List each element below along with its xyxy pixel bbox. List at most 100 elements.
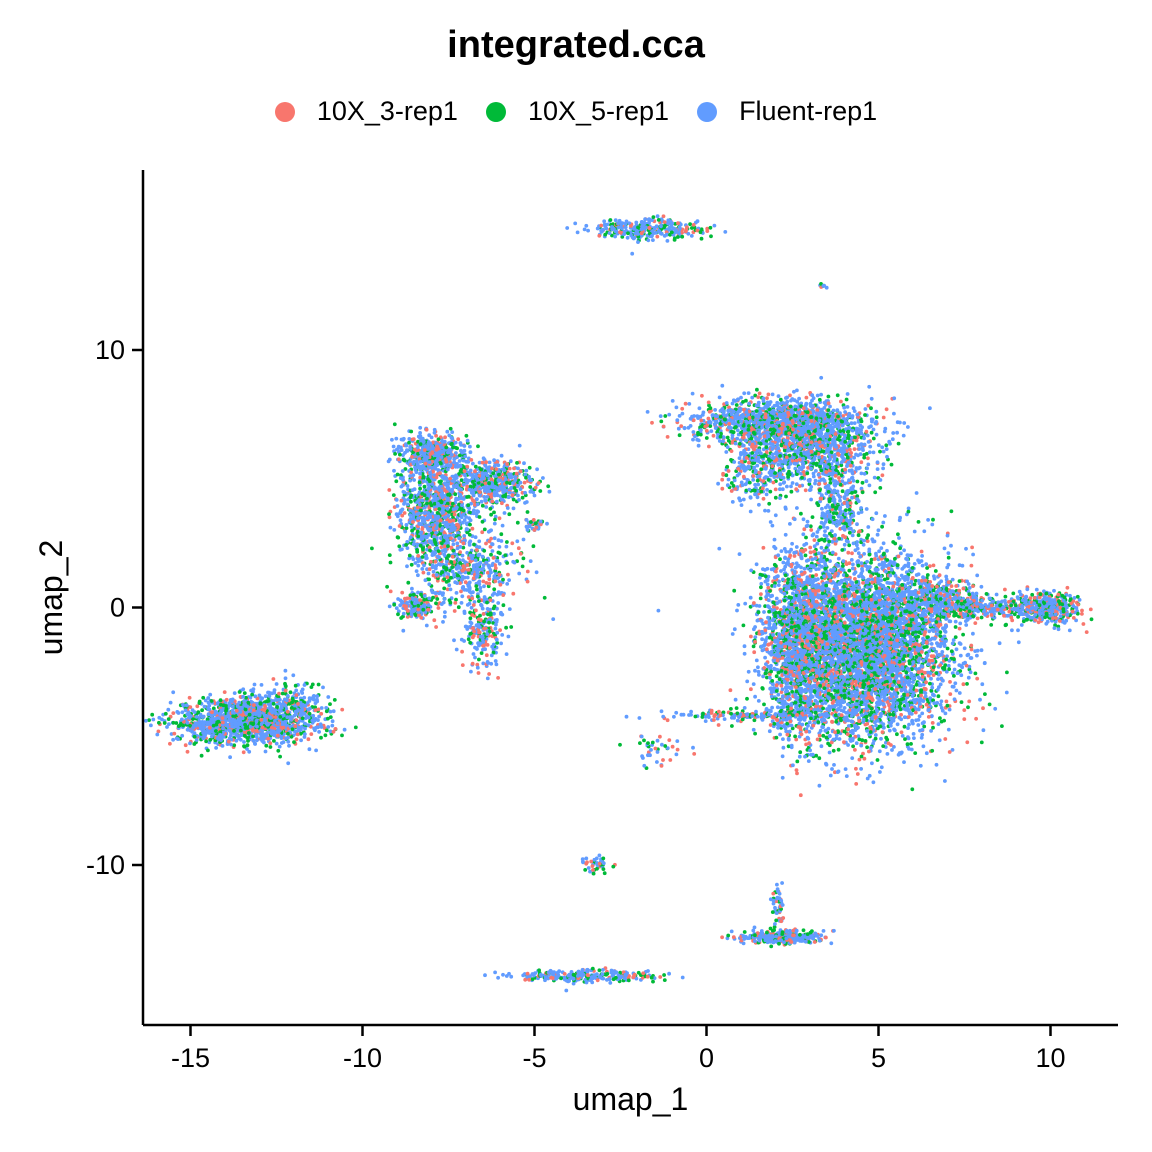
scatter-point (206, 712, 211, 717)
scatter-point (418, 442, 423, 446)
scatter-point (302, 735, 307, 739)
scatter-point (647, 217, 652, 222)
scatter-point (518, 469, 523, 474)
scatter-point (226, 739, 231, 744)
scatter-point (507, 490, 512, 495)
scatter-point (447, 583, 452, 588)
scatter-point (471, 590, 475, 595)
scatter-point (449, 453, 454, 457)
scatter-point (392, 422, 397, 427)
scatter-point (216, 716, 220, 720)
scatter-point (462, 444, 467, 448)
scatter-point (444, 445, 449, 450)
scatter-point (439, 500, 444, 505)
scatter-point (510, 541, 515, 546)
scatter-point (469, 669, 473, 674)
scatter-point (509, 552, 514, 556)
scatter-point (449, 560, 454, 564)
scatter-point (289, 706, 294, 710)
scatter-point (324, 706, 329, 710)
scatter-point (311, 694, 316, 699)
scatter-point (246, 739, 250, 743)
scatter-point (482, 527, 487, 532)
scatter-point (501, 494, 506, 498)
scatter-point (478, 589, 483, 593)
scatter-point (616, 221, 621, 226)
scatter-point (433, 566, 438, 571)
scatter-point (442, 597, 447, 601)
scatter-point (441, 440, 445, 444)
scatter-point (409, 429, 414, 434)
scatter-point (251, 728, 255, 733)
scatter-point (473, 655, 477, 660)
scatter-point (409, 612, 414, 617)
scatter-point (387, 488, 392, 492)
scatter-point (303, 726, 307, 731)
scatter-point (239, 728, 243, 733)
scatter-point (465, 464, 470, 469)
scatter-point (461, 508, 466, 513)
scatter-point (481, 485, 486, 490)
scatter-point (490, 499, 495, 504)
scatter-point (445, 429, 450, 434)
scatter-point (446, 492, 450, 497)
scatter-point (243, 726, 248, 730)
scatter-point (222, 690, 227, 694)
scatter-point (449, 575, 453, 580)
scatter-point (634, 220, 639, 225)
scatter-point (241, 750, 246, 755)
scatter-point (392, 528, 397, 532)
scatter-point (210, 710, 214, 715)
scatter-point (433, 591, 438, 595)
scatter-point (199, 726, 203, 731)
scatter-point (442, 586, 447, 591)
scatter-point (480, 460, 485, 465)
scatter-point (493, 626, 498, 631)
scatter-point (433, 559, 438, 564)
scatter-point (201, 723, 206, 727)
scatter-point (150, 712, 155, 717)
scatter-point (475, 594, 480, 599)
scatter-point (414, 569, 419, 573)
scatter-point (451, 542, 456, 547)
scatter-point (240, 713, 245, 717)
scatter-point (395, 447, 400, 452)
scatter-point (285, 709, 290, 714)
scatter-point (286, 731, 290, 736)
scatter-point (874, 409, 879, 414)
scatter-point (487, 620, 491, 625)
scatter-point (180, 710, 185, 715)
scatter-point (180, 717, 184, 722)
scatter-point (491, 471, 496, 476)
scatter-point (426, 603, 431, 608)
scatter-point (755, 387, 759, 392)
scatter-point (726, 438, 731, 443)
scatter-point (401, 628, 406, 633)
scatter-point (251, 734, 255, 739)
scatter-point (605, 222, 610, 227)
scatter-point (427, 460, 432, 464)
scatter-point (470, 661, 475, 666)
scatter-point (471, 474, 476, 479)
scatter-point (498, 591, 502, 596)
scatter-point (533, 485, 538, 490)
scatter-point (424, 623, 429, 628)
scatter-point (490, 466, 494, 471)
scatter-point (214, 746, 219, 750)
scatter-point (272, 690, 277, 695)
scatter-point (188, 741, 192, 746)
scatter-point (218, 698, 223, 703)
scatter-point (468, 553, 473, 558)
scatter-point (677, 225, 682, 230)
scatter-point (180, 733, 185, 738)
scatter-point (513, 475, 517, 479)
scatter-point (477, 515, 482, 519)
legend-item-fluent: Fluent-rep1 (697, 96, 877, 127)
scatter-point (427, 539, 432, 544)
scatter-point (506, 572, 510, 577)
scatter-point (489, 528, 493, 533)
scatter-point (477, 599, 481, 603)
scatter-point (394, 606, 399, 610)
scatter-point (542, 595, 547, 600)
scatter-point (659, 224, 663, 229)
